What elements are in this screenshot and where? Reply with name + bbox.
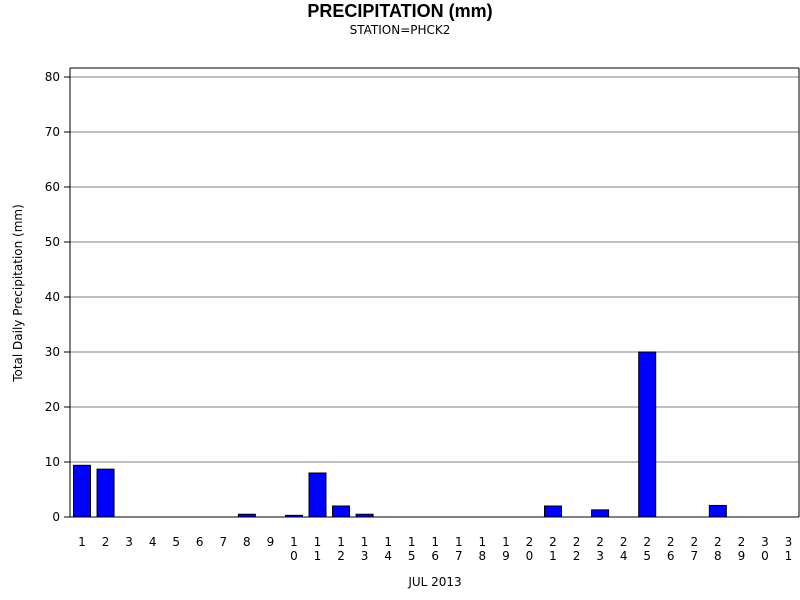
x-tick-label: 2 bbox=[102, 535, 110, 549]
y-tick-label: 0 bbox=[52, 510, 60, 524]
x-tick-label: 8 bbox=[479, 549, 487, 563]
x-tick-label: 2 bbox=[549, 535, 557, 549]
bar-day-25 bbox=[638, 351, 657, 518]
y-tick-label: 30 bbox=[45, 345, 60, 359]
x-tick-label: 2 bbox=[337, 549, 345, 563]
x-tick-label: 2 bbox=[738, 535, 746, 549]
x-tick-label: 1 bbox=[479, 535, 487, 549]
x-tick-label: 9 bbox=[502, 549, 510, 563]
x-tick-label: 4 bbox=[384, 549, 392, 563]
bars bbox=[73, 351, 727, 518]
chart-title: PRECIPITATION (mm) bbox=[307, 1, 493, 21]
y-axis-label: Total Daily Precipitation (mm) bbox=[11, 204, 25, 383]
x-tick-label: 0 bbox=[526, 549, 534, 563]
bar-day-1 bbox=[73, 464, 91, 518]
x-tick-label: 3 bbox=[361, 549, 369, 563]
x-tick-label: 1 bbox=[431, 535, 439, 549]
x-tick-label: 5 bbox=[408, 549, 416, 563]
x-tick-label: 3 bbox=[596, 549, 604, 563]
x-tick-label: 0 bbox=[290, 549, 298, 563]
x-tick-label: 3 bbox=[761, 535, 769, 549]
y-tick-label: 60 bbox=[45, 180, 60, 194]
x-tick-labels: 1 2 3 4 5 6 7 8 9 1011121314151617181920212223242… bbox=[78, 535, 792, 563]
axes bbox=[64, 67, 800, 518]
chart-subtitle: STATION=PHCK2 bbox=[349, 23, 451, 37]
x-tick-label: 1 bbox=[337, 535, 345, 549]
x-tick-label: 6 bbox=[431, 549, 439, 563]
x-tick-label: 0 bbox=[761, 549, 769, 563]
y-tick-label: 50 bbox=[45, 235, 60, 249]
x-tick-label: 1 bbox=[384, 535, 392, 549]
x-tick-label: 1 bbox=[785, 549, 793, 563]
x-tick-label: 7 bbox=[219, 535, 227, 549]
x-tick-label: 1 bbox=[78, 535, 86, 549]
y-tick-labels: 0 10 20 30 40 50 60 70 80 bbox=[45, 70, 60, 524]
y-tick-label: 10 bbox=[45, 455, 60, 469]
bar-day-21 bbox=[544, 505, 562, 518]
y-tick-label: 20 bbox=[45, 400, 60, 414]
x-tick-label: 2 bbox=[714, 535, 722, 549]
x-tick-label: 2 bbox=[526, 535, 534, 549]
x-tick-label: 7 bbox=[690, 549, 698, 563]
x-tick-label: 2 bbox=[573, 549, 581, 563]
bar-day-12 bbox=[332, 505, 351, 518]
x-tick-label: 7 bbox=[455, 549, 463, 563]
x-tick-label: 2 bbox=[620, 535, 628, 549]
y-tick-label: 40 bbox=[45, 290, 60, 304]
bar-day-23 bbox=[591, 509, 610, 518]
x-tick-label: 1 bbox=[314, 535, 322, 549]
x-tick-label: 8 bbox=[714, 549, 722, 563]
x-tick-label: 1 bbox=[361, 535, 369, 549]
y-tick-label: 70 bbox=[45, 125, 60, 139]
x-tick-label: 5 bbox=[172, 535, 180, 549]
x-tick-label: 9 bbox=[267, 535, 275, 549]
x-tick-label: 6 bbox=[196, 535, 204, 549]
x-tick-label: 1 bbox=[314, 549, 322, 563]
x-tick-label: 2 bbox=[667, 535, 675, 549]
x-tick-label: 2 bbox=[690, 535, 698, 549]
x-tick-label: 4 bbox=[620, 549, 628, 563]
x-tick-label: 3 bbox=[785, 535, 793, 549]
x-tick-label: 3 bbox=[125, 535, 133, 549]
x-tick-label: 9 bbox=[738, 549, 746, 563]
bar-day-2 bbox=[96, 468, 115, 518]
y-tick-label: 80 bbox=[45, 70, 60, 84]
bar-day-28 bbox=[708, 504, 727, 518]
x-tick-label: 1 bbox=[290, 535, 298, 549]
x-tick-label: 8 bbox=[243, 535, 251, 549]
x-tick-label: 1 bbox=[408, 535, 416, 549]
x-tick-label: 4 bbox=[149, 535, 157, 549]
x-tick-label: 1 bbox=[502, 535, 510, 549]
x-tick-label: 6 bbox=[667, 549, 675, 563]
x-tick-label: 1 bbox=[455, 535, 463, 549]
x-tick-label: 2 bbox=[643, 535, 651, 549]
bar-day-11 bbox=[308, 472, 327, 518]
x-tick-label: 2 bbox=[573, 535, 581, 549]
x-tick-label: 2 bbox=[596, 535, 604, 549]
x-tick-label: 5 bbox=[643, 549, 651, 563]
grid-lines bbox=[70, 76, 799, 463]
x-tick-label: 1 bbox=[549, 549, 557, 563]
x-axis-label: JUL 2013 bbox=[407, 575, 461, 589]
